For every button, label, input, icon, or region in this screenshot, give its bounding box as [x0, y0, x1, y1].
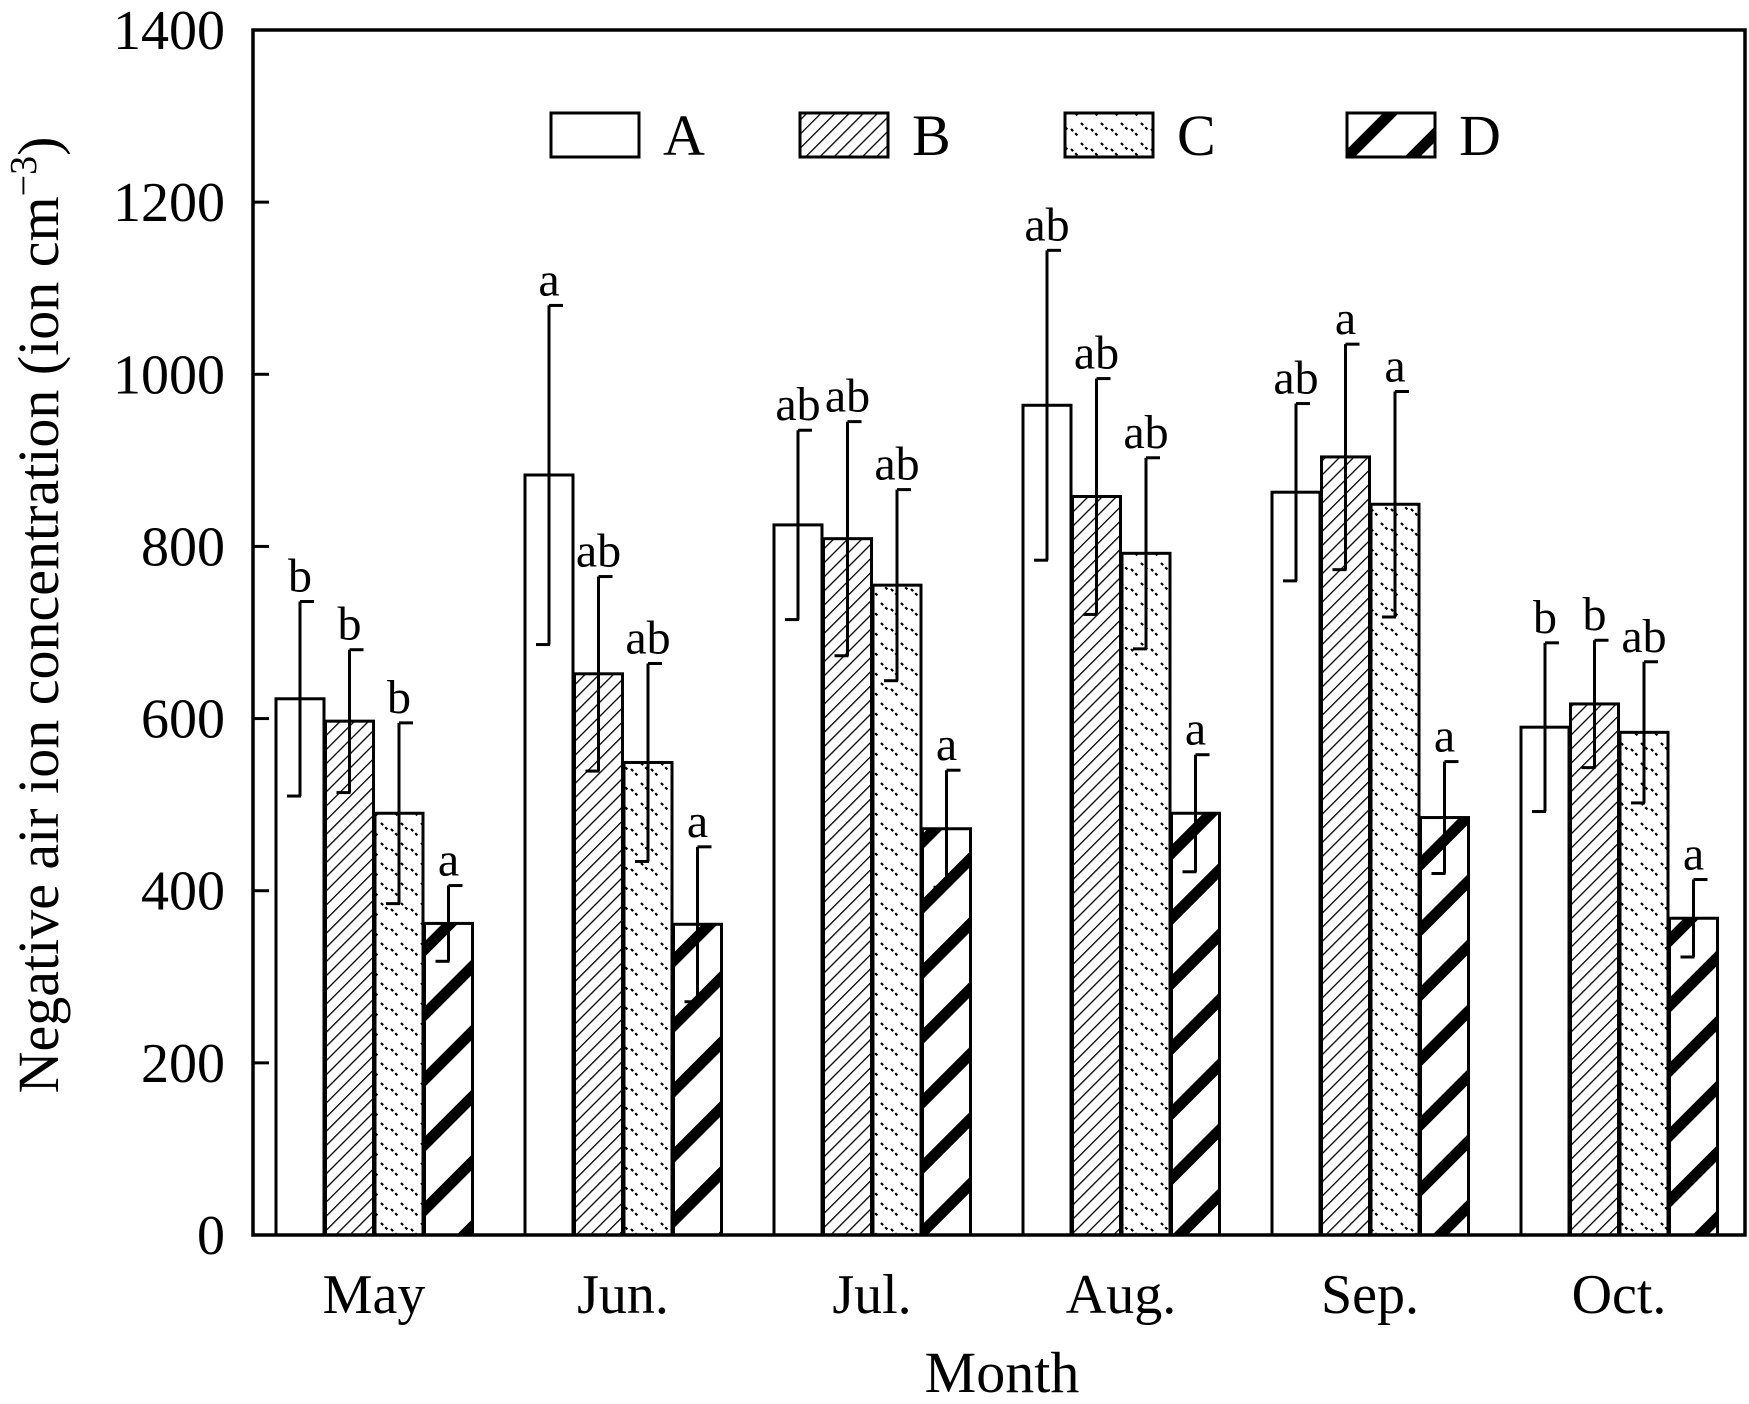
significance-label: ab	[1024, 198, 1069, 251]
significance-label: a	[1384, 340, 1405, 393]
bar-C-Oct	[1618, 730, 1670, 1237]
significance-label: b	[338, 598, 362, 651]
y-tick-label: 600	[141, 689, 225, 751]
y-axis-title-main: Negative air ion concentration (ion cm	[6, 196, 71, 1093]
y-tick-label: 0	[197, 1205, 225, 1267]
y-axis-title-close: )	[6, 137, 71, 156]
bar-D-Aug	[1170, 811, 1221, 1237]
significance-label: ab	[1123, 406, 1168, 459]
legend-label-A: A	[663, 103, 705, 168]
bar-A-Jul	[772, 523, 824, 1237]
significance-label: a	[438, 834, 459, 887]
significance-label: ab	[625, 611, 670, 664]
significance-label: ab	[576, 525, 621, 578]
bar-B-Aug	[1071, 495, 1122, 1237]
significance-label: ab	[825, 370, 870, 423]
y-axis-title: Negative air ion concentration (ion cm−3…	[3, 137, 71, 1094]
bar-D-Sep	[1419, 816, 1470, 1237]
significance-label: ab	[1621, 610, 1666, 663]
x-tick-label: Jul.	[832, 1264, 911, 1326]
significance-label: b	[1533, 591, 1557, 644]
y-axis-title-superscript: −3	[3, 156, 45, 196]
y-tick-label: 800	[141, 516, 225, 578]
significance-label: a	[538, 253, 559, 306]
significance-label: a	[1335, 292, 1356, 345]
legend-label-B: B	[912, 103, 951, 168]
x-tick-label: Jun.	[577, 1264, 669, 1326]
legend-swatch-B	[798, 111, 890, 159]
significance-label: ab	[874, 438, 919, 491]
significance-label: b	[288, 550, 312, 603]
y-tick-label: 1400	[113, 0, 225, 62]
y-tick-label: 1200	[113, 172, 225, 234]
significance-label: ab	[775, 378, 820, 431]
y-tick-label: 400	[141, 861, 225, 923]
significance-label: ab	[1273, 352, 1318, 405]
legend-label-D: D	[1459, 103, 1501, 168]
legend-swatch-D	[1345, 111, 1437, 159]
bar-C-Jul	[871, 583, 923, 1237]
plot-frame	[251, 28, 1747, 1237]
bar-D-May	[423, 921, 474, 1237]
significance-label: a	[687, 795, 708, 848]
significance-label: a	[1683, 828, 1704, 881]
bar-B-Oct	[1569, 702, 1620, 1237]
y-tick-label: 1000	[113, 344, 225, 406]
x-tick-label: Oct.	[1572, 1264, 1667, 1326]
significance-label: a	[1434, 710, 1455, 763]
significance-label: b	[387, 671, 411, 724]
significance-label: ab	[1074, 327, 1119, 380]
x-axis-title: Month	[925, 1340, 1080, 1404]
x-tick-label: Sep.	[1321, 1264, 1419, 1326]
bar-A-Sep	[1270, 490, 1322, 1237]
x-tick-label: May	[323, 1264, 426, 1326]
legend-swatch-C	[1063, 111, 1155, 159]
significance-label: a	[936, 718, 957, 771]
bar-B-May	[324, 719, 375, 1237]
significance-label: a	[1185, 703, 1206, 756]
bar-D-Jul	[921, 827, 972, 1237]
y-tick-label: 200	[141, 1033, 225, 1095]
legend-label-C: C	[1177, 103, 1216, 168]
bar-B-Sep	[1320, 455, 1371, 1237]
bar-C-Aug	[1120, 551, 1172, 1237]
plot-area: 0200400600800100012001400bbbaMayaababaJu…	[113, 0, 1747, 1326]
bar-D-Oct	[1668, 916, 1719, 1237]
x-tick-label: Aug.	[1066, 1264, 1176, 1326]
significance-label: b	[1583, 588, 1607, 641]
legend-swatch-A	[549, 111, 641, 159]
